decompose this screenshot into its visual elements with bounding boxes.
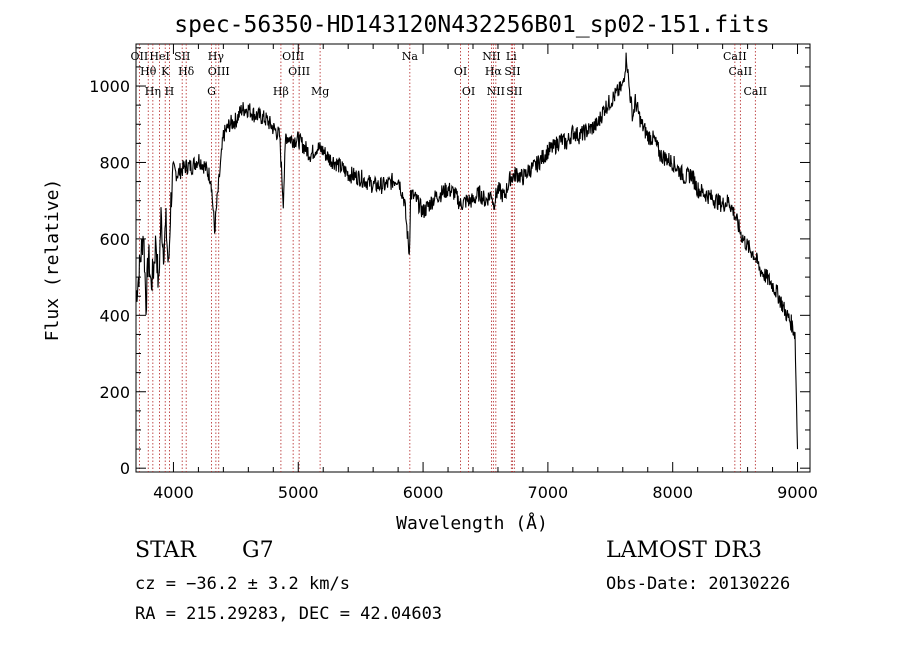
plot-frame xyxy=(135,43,811,473)
line-label: Hδ xyxy=(178,65,195,78)
line-label: CaII xyxy=(729,65,753,78)
object-subclass: G7 xyxy=(242,538,274,563)
line-label: OI xyxy=(454,65,467,78)
line-label: Hβ xyxy=(273,85,289,98)
line-label: SII xyxy=(504,65,520,78)
line-label: NII xyxy=(482,50,500,63)
x-tick-label: 7000 xyxy=(528,483,569,502)
line-label: G xyxy=(207,85,216,98)
line-label: OII xyxy=(131,50,149,63)
x-tick-label: 6000 xyxy=(403,483,444,502)
line-label: Hη xyxy=(145,85,161,98)
emission-lines xyxy=(138,44,756,472)
y-tick-label: 400 xyxy=(99,306,130,325)
y-tick-label: 1000 xyxy=(89,77,130,96)
y-tick-label: 0 xyxy=(120,459,130,478)
x-tick-label: 9000 xyxy=(777,483,818,502)
survey-name: LAMOST DR3 xyxy=(606,538,762,563)
y-tick-label: 200 xyxy=(99,383,130,402)
line-label: K xyxy=(161,65,170,78)
x-tick-label: 8000 xyxy=(652,483,693,502)
x-tick-label: 4000 xyxy=(153,483,194,502)
y-axis: 0 200 400 600 800 1000 xyxy=(89,47,810,478)
x-tick-label: 5000 xyxy=(278,483,319,502)
observation-date: Obs-Date: 20130226 xyxy=(606,574,791,594)
x-axis: 4000 5000 6000 7000 8000 9000 xyxy=(153,44,818,502)
line-label: Hγ xyxy=(208,50,225,63)
line-label: HeI xyxy=(149,50,169,63)
line-label: Hα xyxy=(485,65,503,78)
line-label: CaII xyxy=(723,50,747,63)
chart-title: spec-56350-HD143120N432256B01_sp02-151.f… xyxy=(174,12,769,38)
object-class: STAR xyxy=(135,538,196,563)
line-labels: OIIHθHηHeIKHSIIHδGHγOIIIHβOIIIOIIIMgNaOI… xyxy=(131,50,768,98)
x-axis-label: Wavelength (Å) xyxy=(396,512,548,534)
line-label: Li xyxy=(506,50,517,63)
line-label: SII xyxy=(506,85,522,98)
y-axis-label: Flux (relative) xyxy=(42,179,63,342)
line-label: SII xyxy=(174,50,190,63)
spectrum-chart: spec-56350-HD143120N432256B01_sp02-151.f… xyxy=(42,12,818,534)
line-label: NII xyxy=(487,85,505,98)
ra-dec-coordinates: RA = 215.29283, DEC = 42.04603 xyxy=(135,604,443,624)
line-label: Na xyxy=(402,50,419,63)
line-label: H xyxy=(165,85,175,98)
line-label: Mg xyxy=(311,85,329,98)
line-label: OIII xyxy=(288,65,310,78)
y-tick-label: 800 xyxy=(99,153,130,172)
y-tick-label: 600 xyxy=(99,230,130,249)
line-label: OI xyxy=(462,85,475,98)
line-label: OIII xyxy=(208,65,230,78)
line-label: Hθ xyxy=(140,65,157,78)
line-label: OIII xyxy=(282,50,304,63)
spectrum-line xyxy=(135,52,799,450)
redshift-cz: cz = −36.2 ± 3.2 km/s xyxy=(135,574,350,594)
line-label: CaII xyxy=(743,85,767,98)
